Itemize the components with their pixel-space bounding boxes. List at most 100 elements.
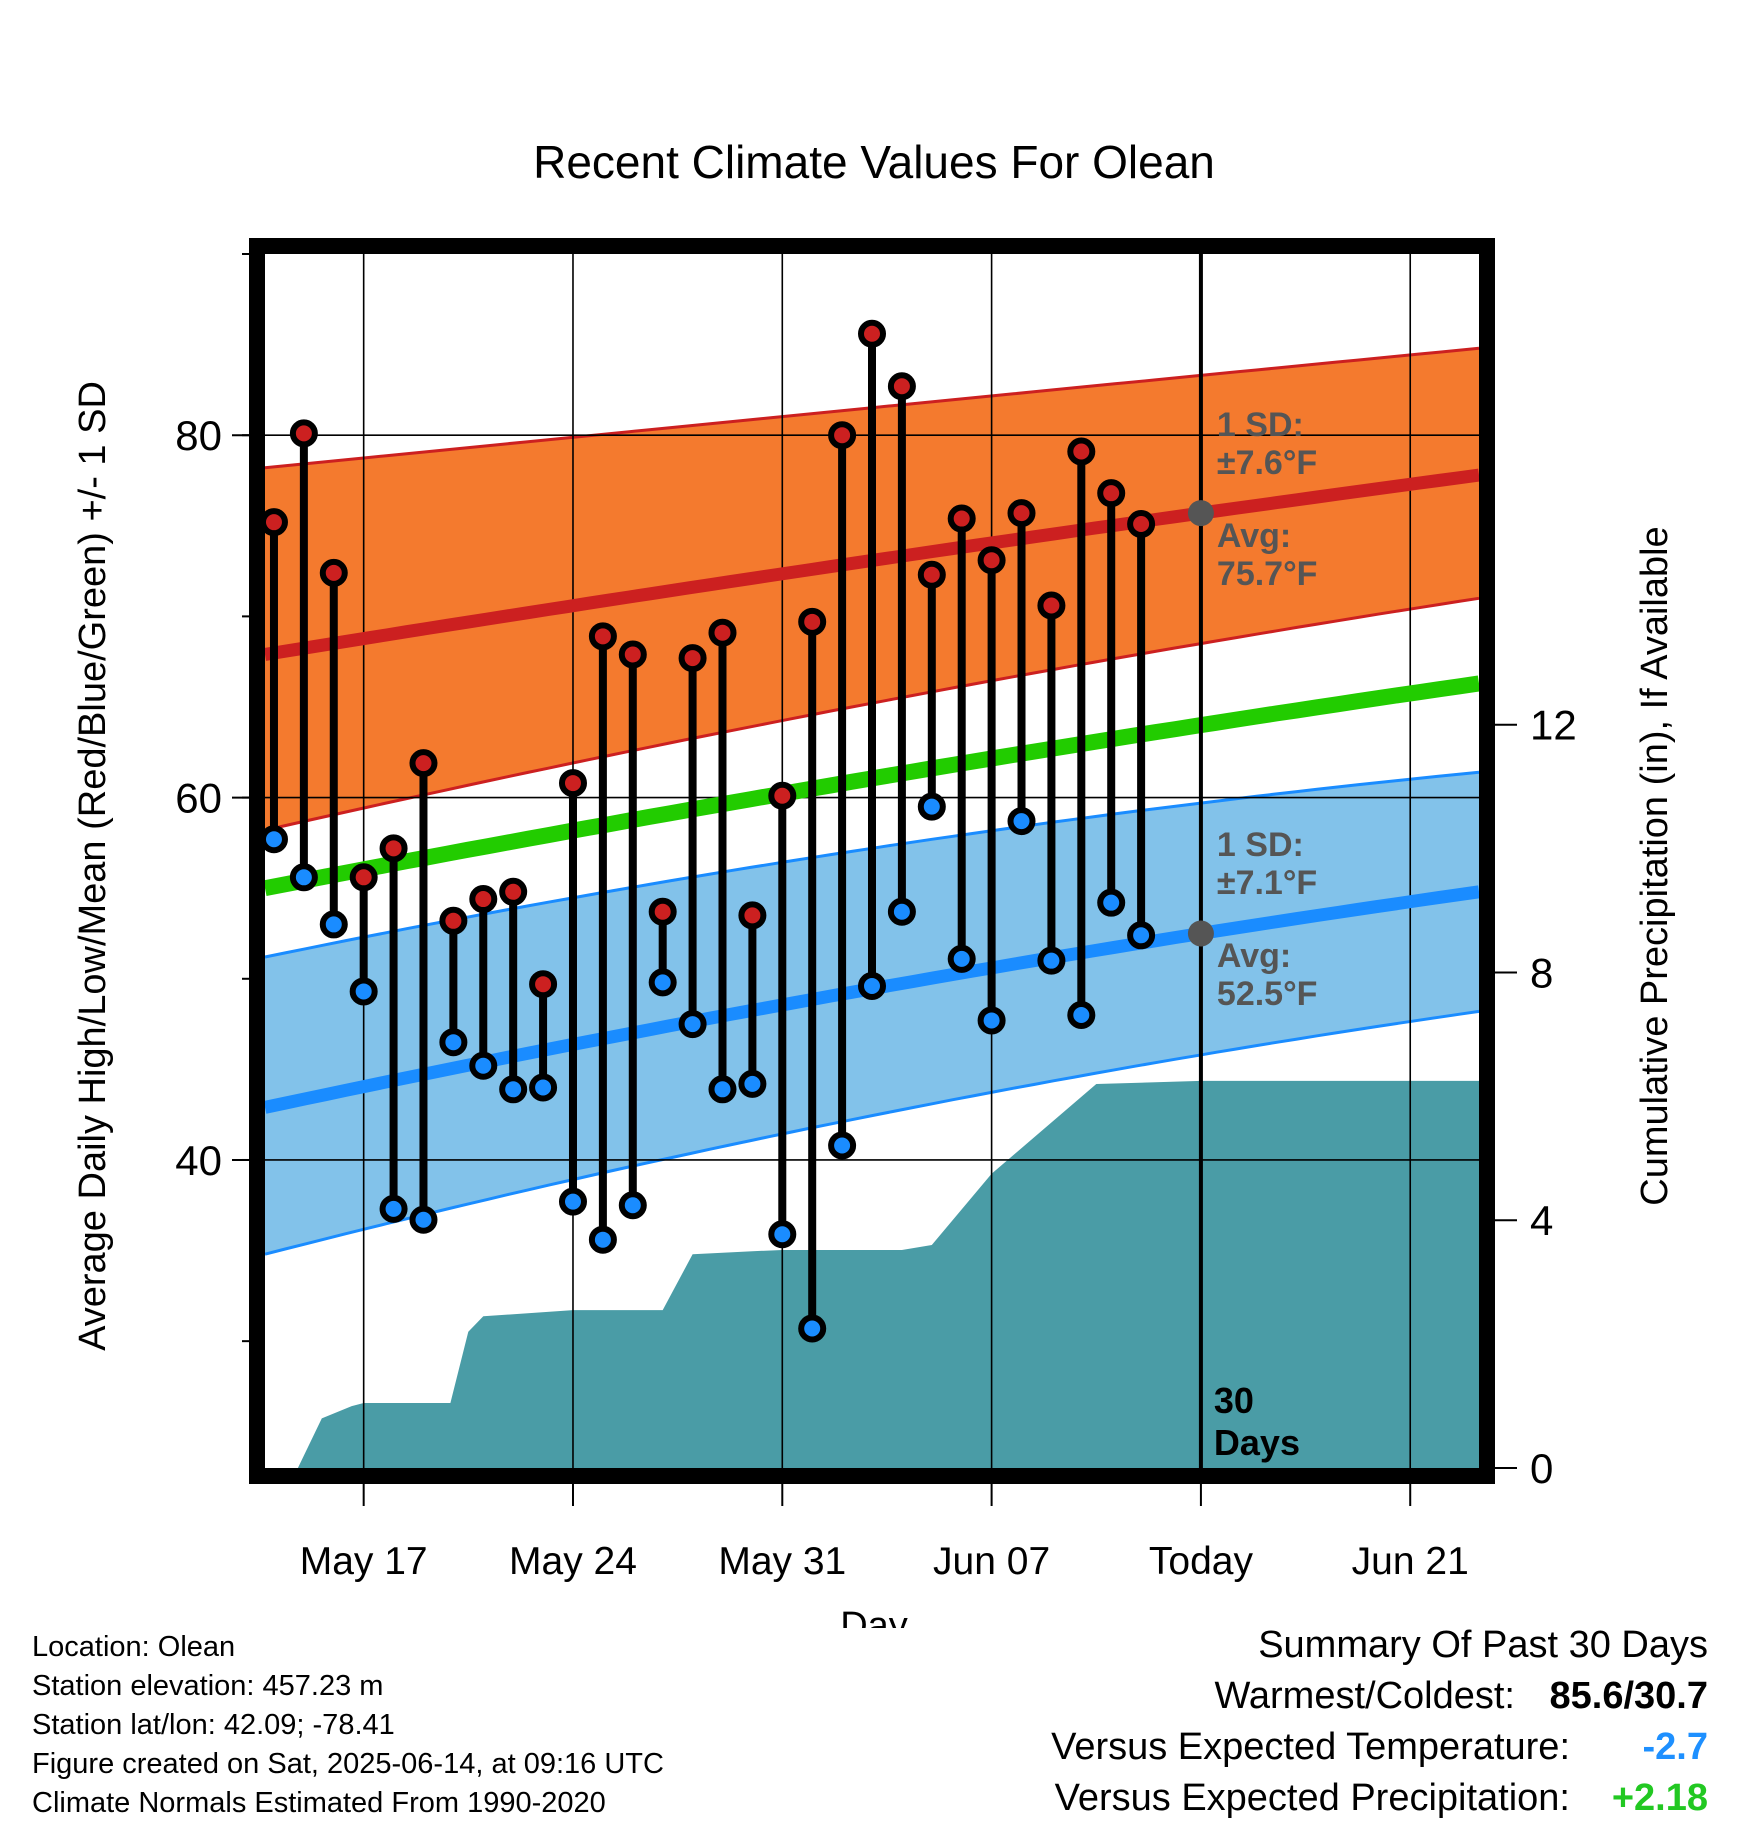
observation-day-15 <box>289 419 318 892</box>
x-axis-label: Day <box>840 1605 908 1628</box>
observation-day-25 <box>588 622 617 1254</box>
x-tick-label-24: May 24 <box>509 1540 637 1583</box>
observation-low-point <box>1127 921 1156 950</box>
station-info: Location: Olean Station elevation: 457.2… <box>32 1628 664 1823</box>
daily-observations <box>259 319 1156 1343</box>
observation-day-21 <box>469 885 498 1080</box>
low-avg-annotation-line-0: Avg: <box>1217 937 1291 975</box>
observation-low-point <box>529 1073 558 1102</box>
observation-low-point <box>499 1075 528 1104</box>
observation-low-point <box>259 825 288 854</box>
high-avg-annotation-line-0: Avg: <box>1217 517 1291 555</box>
observation-day-33 <box>828 421 857 1160</box>
observation-day-23 <box>529 970 558 1102</box>
observation-high-point <box>858 319 886 348</box>
observation-low-point <box>618 1191 647 1220</box>
summary-warmest-coldest: Warmest/Coldest: 85.6/30.7 <box>1051 1671 1708 1722</box>
summary-title: Summary Of Past 30 Days <box>1258 1624 1708 1666</box>
observation-low-point <box>947 944 976 973</box>
observation-low-point <box>1097 888 1126 917</box>
observation-day-24 <box>558 769 587 1216</box>
observation-high-point <box>678 644 707 673</box>
observation-low-point <box>828 1131 857 1160</box>
low-sd-annotation-line-1: ±7.1°F <box>1217 864 1317 902</box>
observation-low-point <box>379 1194 408 1223</box>
station-location: Location: Olean <box>32 1631 236 1663</box>
observation-low-point <box>648 968 677 997</box>
observation-day-27 <box>648 897 677 997</box>
observation-day-38 <box>977 546 1006 1035</box>
observation-high-point <box>648 897 677 926</box>
summary-precipitation: Versus Expected Precipitation: +2.18 <box>1051 1773 1708 1824</box>
observation-low-point <box>409 1205 438 1234</box>
observation-low-point <box>887 897 916 926</box>
observation-day-28 <box>678 644 707 1039</box>
observation-high-point <box>768 781 797 810</box>
observation-low-point <box>349 977 378 1006</box>
temp-label: Versus Expected Temperature: <box>1051 1726 1570 1768</box>
observation-high-point <box>409 749 438 778</box>
station-latlon: Station lat/lon: 42.09; -78.41 <box>32 1709 395 1741</box>
observation-high-point <box>1037 591 1066 620</box>
y-left-tick-label-60: 60 <box>175 775 222 822</box>
observation-high-point <box>529 970 558 999</box>
x-tick-label-31: May 31 <box>718 1540 846 1583</box>
observation-low-point <box>977 1006 1006 1035</box>
summary-panel: Summary Of Past 30 Days Warmest/Coldest:… <box>1051 1620 1708 1824</box>
observation-day-43 <box>1127 509 1156 950</box>
y-right-tick-label-0: 0 <box>1530 1445 1553 1492</box>
observation-day-41 <box>1067 437 1096 1030</box>
observation-high-point <box>917 560 946 589</box>
observation-day-16 <box>319 558 348 939</box>
high-sd-annotation-line-0: 1 SD: <box>1217 406 1304 444</box>
y-axis-label-left: Average Daily High/Low/Mean (Red/Blue/Gr… <box>72 381 114 1351</box>
observation-day-40 <box>1037 591 1066 975</box>
low-sd-annotation-line-0: 1 SD: <box>1217 826 1304 864</box>
warmest-coldest-label: Warmest/Coldest: <box>1214 1675 1515 1717</box>
observation-day-34 <box>858 319 886 1001</box>
observation-day-35 <box>887 372 916 926</box>
observation-high-point <box>1067 437 1096 466</box>
observation-low-point <box>798 1314 827 1343</box>
observation-low-point <box>708 1075 737 1104</box>
station-elevation: Station elevation: 457.23 m <box>32 1670 384 1702</box>
observation-day-37 <box>947 504 976 973</box>
y-right-tick-label-4: 4 <box>1530 1197 1553 1244</box>
observation-high-point <box>379 834 408 863</box>
observation-high-point <box>259 508 288 537</box>
observation-low-point <box>558 1187 587 1216</box>
observation-day-39 <box>1007 499 1036 836</box>
observation-low-point <box>858 972 886 1001</box>
today-low-avg-marker <box>1187 920 1214 947</box>
observation-low-point <box>917 792 946 821</box>
observation-day-36 <box>917 560 946 821</box>
warmest-coldest-value: 85.6/30.7 <box>1549 1675 1708 1717</box>
observation-day-31 <box>768 781 797 1249</box>
observation-low-point <box>439 1028 468 1057</box>
observation-high-point <box>1097 479 1126 508</box>
y-left-tick-label-40: 40 <box>175 1137 222 1184</box>
y-left-tick-label-80: 80 <box>175 412 222 459</box>
precipitation-area <box>297 1080 1479 1468</box>
observation-high-point <box>289 419 318 448</box>
low-sd-band <box>265 772 1479 1255</box>
observation-high-point <box>828 421 857 450</box>
chart-title: Recent Climate Values For Olean <box>533 136 1215 188</box>
low-sd-band-lower-edge <box>264 1009 1480 1256</box>
days-label-number: 30 <box>1214 1380 1254 1421</box>
precip-value: +2.18 <box>1611 1777 1708 1819</box>
today-high-avg-marker <box>1187 500 1214 527</box>
observation-high-point <box>558 769 587 798</box>
figure-created: Figure created on Sat, 2025-06-14, at 09… <box>32 1748 664 1780</box>
high-sd-annotation-line-1: ±7.6°F <box>1217 444 1317 482</box>
observation-low-point <box>1007 807 1036 836</box>
observation-day-32 <box>798 607 827 1343</box>
observation-day-17 <box>349 863 378 1006</box>
observation-low-point <box>289 863 318 892</box>
low-avg-annotation-line-1: 52.5°F <box>1217 975 1318 1013</box>
observation-high-point <box>319 558 348 587</box>
observation-low-point <box>1037 946 1066 975</box>
observation-high-point <box>977 546 1006 575</box>
